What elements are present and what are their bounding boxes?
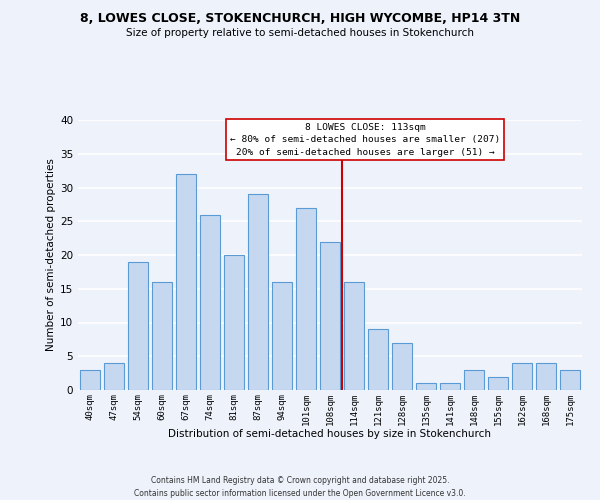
Y-axis label: Number of semi-detached properties: Number of semi-detached properties — [46, 158, 56, 352]
Bar — [176, 174, 196, 390]
Bar — [464, 370, 484, 390]
Text: Contains HM Land Registry data © Crown copyright and database right 2025.
Contai: Contains HM Land Registry data © Crown c… — [134, 476, 466, 498]
Bar — [80, 370, 100, 390]
Bar — [560, 370, 580, 390]
Bar — [128, 262, 148, 390]
Bar — [416, 383, 436, 390]
Bar — [296, 208, 316, 390]
Bar — [512, 363, 532, 390]
Bar — [344, 282, 364, 390]
Bar — [368, 329, 388, 390]
X-axis label: Distribution of semi-detached houses by size in Stokenchurch: Distribution of semi-detached houses by … — [169, 429, 491, 439]
Bar — [200, 214, 220, 390]
Bar — [488, 376, 508, 390]
Bar — [152, 282, 172, 390]
Text: Size of property relative to semi-detached houses in Stokenchurch: Size of property relative to semi-detach… — [126, 28, 474, 38]
Text: 8 LOWES CLOSE: 113sqm
← 80% of semi-detached houses are smaller (207)
20% of sem: 8 LOWES CLOSE: 113sqm ← 80% of semi-deta… — [230, 122, 500, 156]
Bar — [224, 255, 244, 390]
Bar — [248, 194, 268, 390]
Bar — [272, 282, 292, 390]
Bar — [536, 363, 556, 390]
Bar — [104, 363, 124, 390]
Bar — [320, 242, 340, 390]
Bar — [392, 343, 412, 390]
Text: 8, LOWES CLOSE, STOKENCHURCH, HIGH WYCOMBE, HP14 3TN: 8, LOWES CLOSE, STOKENCHURCH, HIGH WYCOM… — [80, 12, 520, 26]
Bar — [440, 383, 460, 390]
